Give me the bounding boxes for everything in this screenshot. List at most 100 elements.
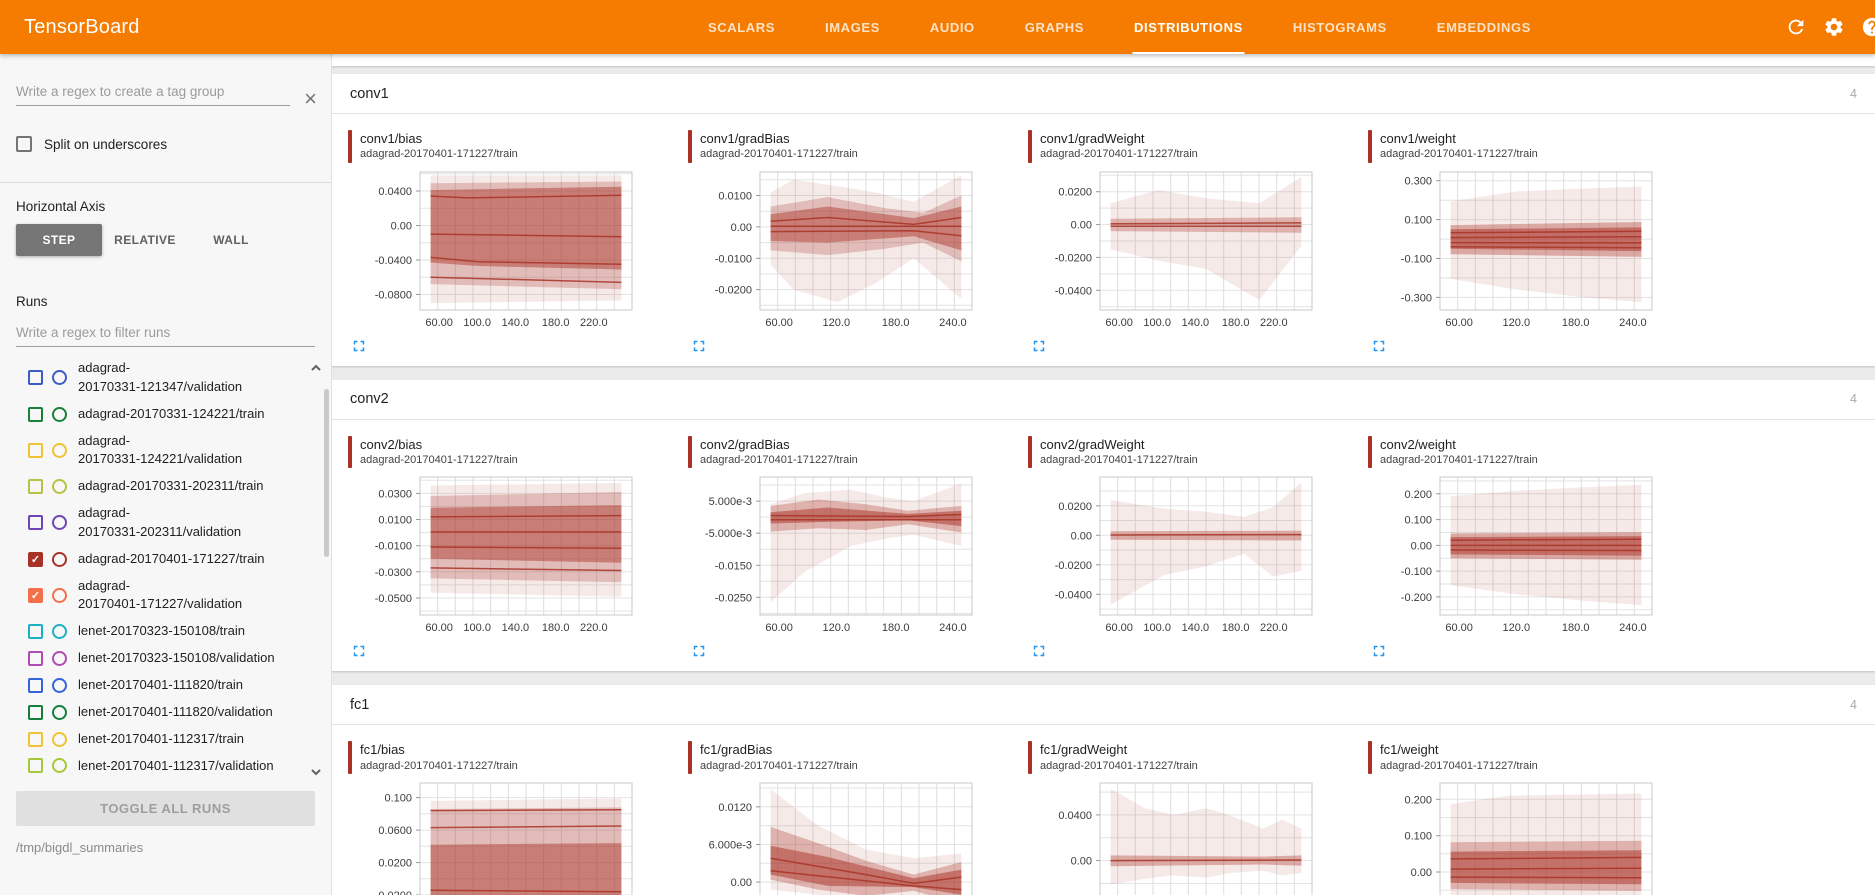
expand-chart-icon[interactable] — [690, 646, 708, 664]
tag-category-header[interactable]: conv2 4 — [332, 380, 1875, 420]
run-checkbox-icon[interactable] — [28, 758, 43, 774]
run-list-item[interactable]: lenet-20170401-112317/train — [0, 726, 331, 753]
svg-text:60.00: 60.00 — [425, 317, 453, 329]
distribution-plot[interactable]: 0.0200 0.00 -0.0200 -0.0400 60.00 100.0 140.0 1… — [1028, 472, 1328, 642]
settings-icon[interactable] — [1823, 16, 1845, 38]
chart-run-name: adagrad-20170401-171227/train — [700, 759, 858, 772]
run-checkbox-icon[interactable] — [28, 479, 43, 495]
run-radio-icon[interactable] — [52, 442, 67, 458]
run-radio-icon[interactable] — [52, 624, 67, 640]
run-accent-bar — [688, 130, 692, 163]
svg-text:0.0300: 0.0300 — [378, 489, 412, 501]
tag-regex-input[interactable] — [16, 80, 291, 106]
tag-category-header[interactable]: conv1 4 — [332, 74, 1875, 114]
refresh-icon[interactable] — [1785, 16, 1807, 38]
tag-category-header[interactable]: fc1 4 — [332, 685, 1875, 726]
svg-text:-0.0200: -0.0200 — [1055, 252, 1092, 264]
run-accent-bar — [1028, 741, 1032, 774]
tab-images[interactable]: IMAGES — [824, 19, 880, 35]
run-checkbox-icon[interactable] — [28, 731, 43, 747]
run-radio-icon[interactable] — [52, 551, 67, 567]
tab-audio[interactable]: AUDIO — [929, 19, 975, 35]
run-list-item[interactable]: lenet-20170401-111820/validation — [0, 699, 331, 726]
expand-chart-icon[interactable] — [1370, 340, 1388, 359]
distribution-chart-card: conv2/weight adagrad-20170401-171227/tra… — [1368, 435, 1684, 666]
runs-regex-input[interactable] — [16, 321, 315, 347]
run-list-item[interactable]: adagrad-20170331-124221/train — [0, 401, 331, 428]
run-list-item[interactable]: ✓ adagrad-20170401-171227/train — [0, 546, 331, 573]
run-radio-icon[interactable] — [52, 370, 67, 386]
distribution-plot[interactable]: 0.04000.00-0.040060.00100.0140.0180.0220… — [1028, 778, 1328, 895]
distribution-plot[interactable]: 0.0200 0.00 -0.0200 -0.0400 60.00 100.0 140.0 1… — [1028, 167, 1328, 337]
tab-histograms[interactable]: HISTOGRAMS — [1292, 19, 1387, 35]
runs-scrollbar[interactable] — [324, 389, 329, 557]
split-on-underscores-label: Split on underscores — [44, 136, 168, 152]
run-radio-icon[interactable] — [52, 758, 67, 774]
runs-list: adagrad- 20170331-121347/validation adagr… — [0, 355, 331, 781]
chevron-up-icon[interactable] — [309, 361, 323, 375]
svg-text:180.0: 180.0 — [542, 622, 570, 634]
axis-option-step[interactable]: STEP — [16, 224, 102, 256]
tab-graphs[interactable]: GRAPHS — [1024, 19, 1084, 35]
run-checkbox-icon[interactable] — [28, 515, 43, 531]
svg-text:-0.200: -0.200 — [1401, 592, 1432, 604]
tab-scalars[interactable]: SCALARS — [707, 19, 775, 35]
run-list-item[interactable]: lenet-20170401-111820/train — [0, 672, 331, 699]
run-checkbox-icon[interactable] — [28, 442, 43, 458]
axis-option-wall[interactable]: WALL — [213, 233, 249, 247]
run-radio-icon[interactable] — [52, 704, 67, 720]
run-radio-icon[interactable] — [52, 479, 67, 495]
tab-embeddings[interactable]: EMBEDDINGS — [1436, 19, 1531, 35]
run-checkbox-icon[interactable] — [28, 406, 43, 422]
close-icon[interactable]: × — [304, 86, 317, 111]
distribution-plot[interactable]: 0.200 0.100 0.00 -0.100 -0.200 60.00 120.0 180.… — [1368, 472, 1668, 642]
expand-chart-icon[interactable] — [350, 340, 368, 359]
run-list-item[interactable]: ✓ adagrad- 20170401-171227/validation — [0, 573, 331, 619]
run-checkbox-icon[interactable] — [28, 651, 43, 667]
run-list-item[interactable]: adagrad- 20170331-202311/validation — [0, 500, 331, 546]
split-on-underscores-checkbox[interactable]: Split on underscores — [16, 136, 315, 152]
run-checkbox-icon[interactable] — [28, 624, 43, 640]
svg-text:0.100: 0.100 — [1404, 214, 1432, 226]
run-list-item[interactable]: lenet-20170323-150108/train — [0, 618, 331, 645]
run-radio-icon[interactable] — [52, 651, 67, 667]
svg-text:0.200: 0.200 — [1404, 489, 1432, 501]
run-list-item[interactable]: adagrad- 20170331-121347/validation — [0, 355, 331, 401]
run-radio-icon[interactable] — [52, 677, 67, 693]
run-checkbox-icon[interactable] — [28, 677, 43, 693]
distribution-plot[interactable]: 0.0100 0.00 -0.0100 -0.0200 60.00 120.0 180.0 2… — [688, 167, 988, 337]
axis-option-relative[interactable]: RELATIVE — [114, 233, 176, 247]
checkbox-icon[interactable] — [16, 136, 32, 152]
distribution-plot[interactable]: 5.000e-3 -5.000e-3 -0.0150 -0.0250 60.00 120.… — [688, 472, 988, 642]
expand-chart-icon[interactable] — [1030, 646, 1048, 664]
run-checkbox-icon[interactable]: ✓ — [28, 587, 43, 603]
run-checkbox-icon[interactable] — [28, 704, 43, 720]
distribution-chart-card: conv1/gradWeight adagrad-20170401-171227… — [1028, 130, 1344, 360]
run-checkbox-icon[interactable] — [28, 370, 43, 386]
expand-chart-icon[interactable] — [350, 646, 368, 664]
run-list-item[interactable]: adagrad- 20170331-124221/validation — [0, 428, 331, 474]
run-radio-icon[interactable] — [52, 515, 67, 531]
run-list-item[interactable]: adagrad-20170331-202311/train — [0, 473, 331, 500]
distribution-plot[interactable]: 0.1000.06000.0200-0.020060.00100.0140.01… — [348, 778, 648, 895]
run-radio-icon[interactable] — [52, 587, 67, 603]
distribution-plot[interactable]: 0.0300 0.0100 -0.0100 -0.0300 -0.0500 60.00 10… — [348, 472, 648, 642]
run-checkbox-icon[interactable]: ✓ — [28, 551, 43, 567]
expand-chart-icon[interactable] — [1030, 340, 1048, 359]
distribution-plot[interactable]: 0.300 0.100 -0.100 -0.300 60.00 120.0 180.0 240… — [1368, 167, 1668, 337]
distribution-plot[interactable]: 0.0400 0.00 -0.0400 -0.0800 60.00 100.0 140.0 1… — [348, 167, 648, 337]
run-radio-icon[interactable] — [52, 406, 67, 422]
run-radio-icon[interactable] — [52, 731, 67, 747]
tab-distributions[interactable]: DISTRIBUTIONS — [1131, 0, 1245, 54]
run-list-item[interactable]: lenet-20170323-150108/validation — [0, 645, 331, 672]
help-icon[interactable] — [1861, 16, 1875, 38]
chevron-down-icon[interactable] — [309, 765, 323, 779]
expand-chart-icon[interactable] — [690, 340, 708, 359]
svg-text:240.0: 240.0 — [939, 317, 967, 329]
toggle-all-runs-button[interactable]: TOGGLE ALL RUNS — [16, 791, 315, 826]
run-list-item[interactable]: lenet-20170401-112317/validation — [0, 753, 331, 780]
expand-chart-icon[interactable] — [1370, 646, 1388, 664]
svg-text:180.0: 180.0 — [882, 317, 910, 329]
